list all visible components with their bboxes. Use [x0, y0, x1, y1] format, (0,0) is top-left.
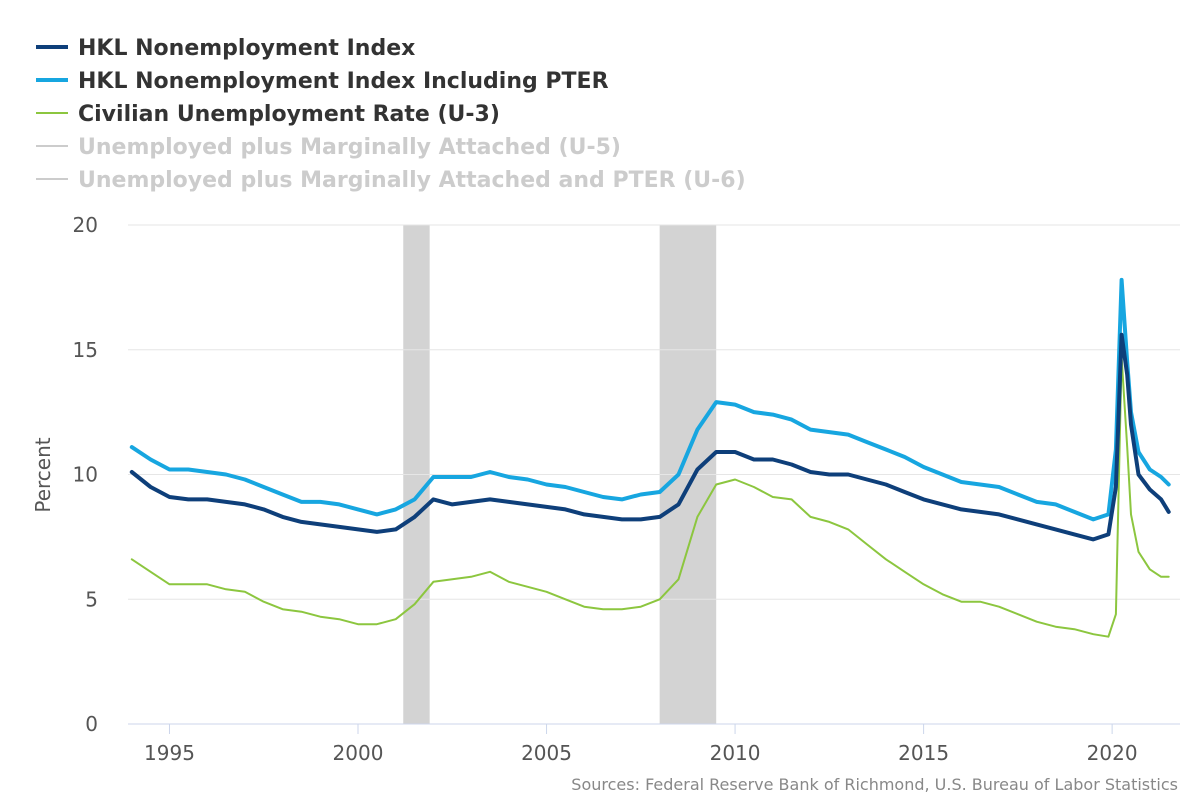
y-axis-ticks: 0 5 10 15 20 — [73, 213, 98, 736]
x-tick-label: 2015 — [898, 741, 949, 765]
series-line — [129, 277, 1171, 522]
x-tick-label: 2010 — [710, 741, 761, 765]
y-tick-label: 5 — [85, 587, 98, 611]
source-note: Sources: Federal Reserve Bank of Richmon… — [571, 775, 1178, 794]
legend-label: Unemployed plus Marginally Attached and … — [78, 168, 746, 193]
gridlines — [128, 224, 1180, 725]
series-line — [129, 332, 1171, 542]
series-line — [130, 356, 1170, 638]
y-tick-label: 10 — [73, 463, 98, 487]
legend-item[interactable]: Civilian Unemployment Rate (U-3) — [36, 102, 500, 127]
legend-item[interactable]: HKL Nonemployment Index Including PTER — [36, 69, 609, 94]
legend-label: HKL Nonemployment Index — [78, 36, 415, 61]
x-tick-label: 2020 — [1087, 741, 1138, 765]
legend-label: Unemployed plus Marginally Attached (U-5… — [78, 135, 621, 160]
legend-item[interactable]: Unemployed plus Marginally Attached and … — [36, 168, 746, 193]
legend-item[interactable]: Unemployed plus Marginally Attached (U-5… — [36, 135, 621, 160]
x-axis-ticks: 1995 2000 2005 2010 2015 2020 — [144, 724, 1138, 765]
y-axis-label: Percent — [31, 437, 55, 512]
y-tick-label: 20 — [73, 213, 98, 237]
legend-label: HKL Nonemployment Index Including PTER — [78, 69, 609, 94]
legend: HKL Nonemployment Index HKL Nonemployment… — [36, 36, 746, 193]
legend-label: Civilian Unemployment Rate (U-3) — [78, 102, 500, 127]
series-lines — [129, 277, 1171, 638]
x-tick-label: 1995 — [144, 741, 195, 765]
x-tick-label: 2005 — [521, 741, 572, 765]
x-tick-label: 2000 — [333, 741, 384, 765]
legend-item[interactable]: HKL Nonemployment Index — [36, 36, 415, 61]
y-tick-label: 15 — [73, 338, 98, 362]
y-tick-label: 0 — [85, 712, 98, 736]
